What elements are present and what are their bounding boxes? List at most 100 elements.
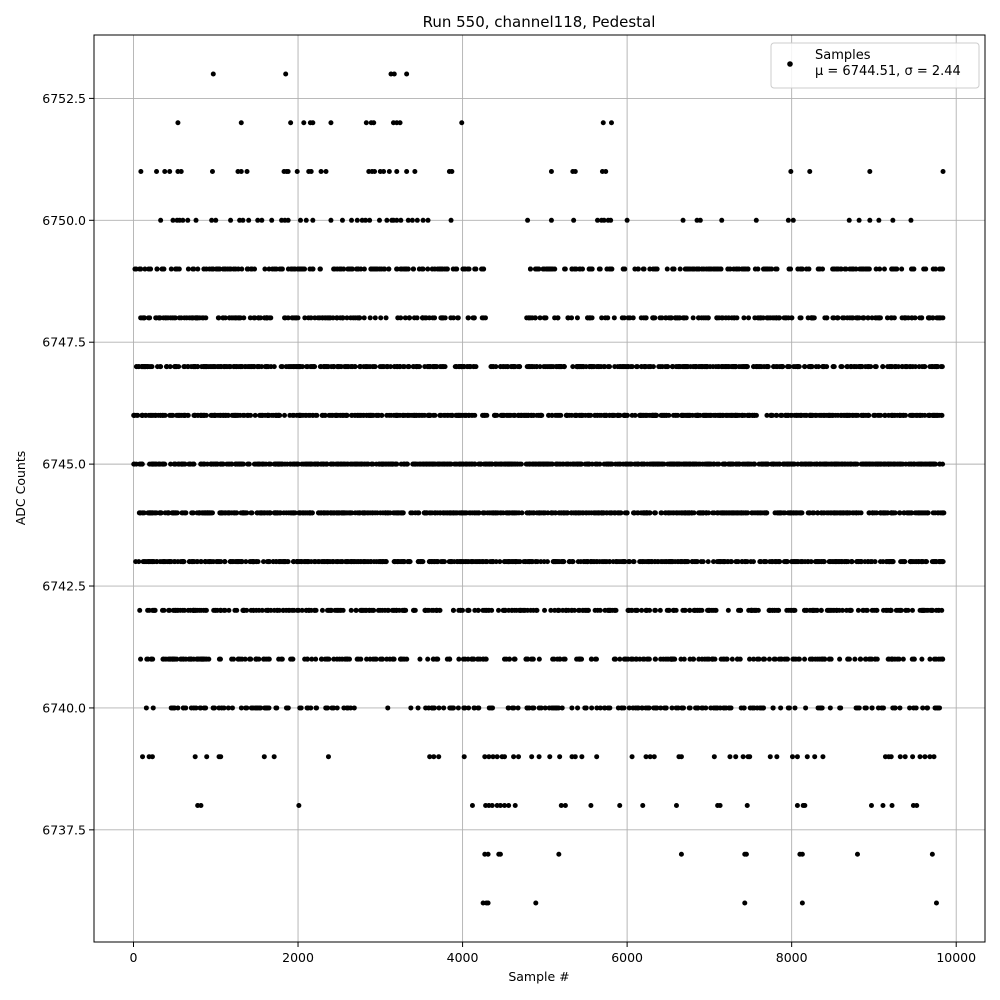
data-point (777, 461, 783, 467)
data-point (454, 266, 460, 272)
data-point (748, 559, 754, 565)
data-point (666, 607, 672, 613)
data-point (903, 607, 909, 613)
data-point (490, 705, 496, 711)
data-point (313, 607, 319, 613)
data-point (175, 705, 181, 711)
data-point (506, 461, 512, 467)
data-point (532, 266, 538, 272)
data-point (534, 364, 540, 370)
data-point (284, 705, 290, 711)
data-point (348, 705, 354, 711)
data-point (556, 364, 562, 370)
data-point (742, 900, 748, 906)
data-point (502, 754, 508, 760)
data-point (539, 412, 545, 418)
data-point (792, 412, 798, 418)
data-point (390, 656, 396, 662)
data-point (592, 656, 598, 662)
data-point (192, 754, 198, 760)
data-point (652, 412, 658, 418)
data-point (235, 315, 241, 321)
data-point (725, 266, 731, 272)
data-point (234, 607, 240, 613)
data-point (430, 559, 436, 565)
data-point (247, 315, 253, 321)
data-point (354, 656, 360, 662)
data-point (695, 705, 701, 711)
data-point (625, 315, 631, 321)
data-point (359, 607, 365, 613)
data-point (887, 461, 893, 467)
data-point (607, 364, 613, 370)
data-point (819, 705, 825, 711)
data-point (687, 461, 693, 467)
data-point (530, 656, 536, 662)
data-point (276, 559, 282, 565)
data-point (833, 461, 839, 467)
data-point (799, 851, 805, 857)
data-point (186, 461, 192, 467)
data-point (394, 461, 400, 467)
data-point (515, 705, 521, 711)
chart-title: Run 550, channel118, Pedestal (423, 13, 656, 31)
data-point (311, 559, 317, 565)
data-point (919, 656, 925, 662)
data-point (536, 754, 542, 760)
data-point (367, 364, 373, 370)
data-point (659, 315, 665, 321)
data-point (845, 656, 851, 662)
data-point (924, 705, 930, 711)
data-point (854, 364, 860, 370)
data-point (237, 412, 243, 418)
data-point (807, 364, 813, 370)
data-point (550, 656, 556, 662)
data-point (917, 607, 923, 613)
data-point (285, 315, 291, 321)
data-point (218, 754, 224, 760)
data-point (481, 607, 487, 613)
data-point (312, 315, 318, 321)
data-point (715, 510, 721, 516)
data-point (348, 607, 354, 613)
data-point (510, 510, 516, 516)
data-point (670, 607, 676, 613)
data-point (435, 461, 441, 467)
data-point (789, 315, 795, 321)
data-point (929, 607, 935, 613)
data-point (937, 461, 943, 467)
data-point (732, 510, 738, 516)
data-point (426, 461, 432, 467)
data-point (853, 510, 859, 516)
data-point (778, 705, 784, 711)
data-point (542, 705, 548, 711)
data-point (838, 461, 844, 467)
data-point (657, 607, 663, 613)
data-point (354, 412, 360, 418)
data-point (176, 412, 182, 418)
data-point (631, 510, 637, 516)
data-point (281, 510, 287, 516)
data-point (425, 412, 431, 418)
data-point (351, 705, 357, 711)
data-point (621, 364, 627, 370)
data-point (783, 315, 789, 321)
data-point (307, 364, 313, 370)
data-point (929, 851, 935, 857)
data-point (778, 412, 784, 418)
data-point (385, 607, 391, 613)
data-point (512, 802, 518, 808)
data-point (548, 607, 554, 613)
data-point (681, 705, 687, 711)
data-point (900, 656, 906, 662)
data-point (161, 559, 167, 565)
data-point (776, 656, 782, 662)
data-point (506, 559, 512, 565)
data-point (639, 705, 645, 711)
data-point (688, 364, 694, 370)
data-point (331, 364, 337, 370)
data-point (429, 607, 435, 613)
data-point (204, 754, 210, 760)
data-point (170, 412, 176, 418)
data-point (308, 461, 314, 467)
